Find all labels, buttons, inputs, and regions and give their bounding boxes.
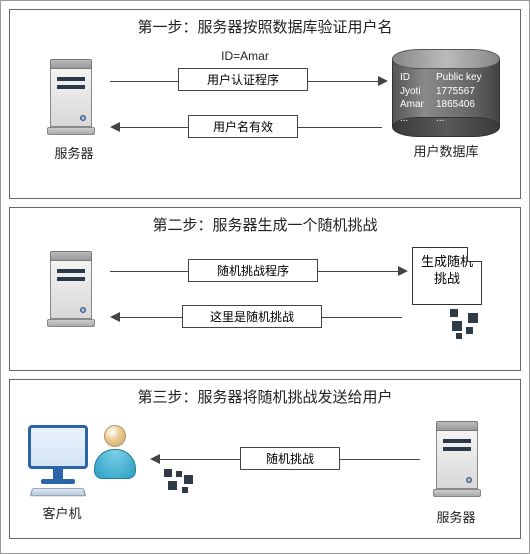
database-icon: IDPublic key Jyoti1775567 Amar1865406 ..… xyxy=(392,49,500,137)
step3-title: 第三步：服务器将随机挑战发送给用户 xyxy=(10,380,520,411)
diagram-canvas: 第一步：服务器按照数据库验证用户名 服务器 IDPublic key Jyoti… xyxy=(0,0,530,554)
arrow-label-challenge: 随机挑战 xyxy=(240,447,340,470)
db-table: IDPublic key Jyoti1775567 Amar1865406 ..… xyxy=(400,71,496,125)
document-icon: 生成随机挑战 xyxy=(412,247,482,305)
arrow-label-auth: 用户认证程序 xyxy=(178,68,308,91)
user-icon xyxy=(94,425,136,483)
server-icon xyxy=(50,59,92,137)
arrow-label-valid: 用户名有效 xyxy=(188,115,298,138)
arrowhead-icon xyxy=(398,266,408,276)
db-label: 用户数据库 xyxy=(386,141,506,160)
server-icon xyxy=(50,251,92,329)
pixel-icon xyxy=(450,309,480,339)
arrowhead-icon xyxy=(378,76,388,86)
server-label: 服务器 xyxy=(416,507,496,526)
panel-step3: 第三步：服务器将随机挑战发送给用户 客户机 xyxy=(9,379,521,539)
panel-step1: 第一步：服务器按照数据库验证用户名 服务器 IDPublic key Jyoti… xyxy=(9,9,521,199)
step3-body: 客户机 服务器 随机挑战 xyxy=(10,411,520,539)
pixel-icon xyxy=(164,469,194,499)
arrow-label-challenge-prog: 随机挑战程序 xyxy=(188,259,318,282)
panel-step2: 第二步：服务器生成一个随机挑战 生成随机挑战 xyxy=(9,207,521,371)
arrowhead-icon xyxy=(110,312,120,322)
client-pc-icon xyxy=(28,425,88,497)
doc-text: 生成随机挑战 xyxy=(413,248,481,294)
client-label: 客户机 xyxy=(32,503,92,522)
step2-title: 第二步：服务器生成一个随机挑战 xyxy=(10,208,520,239)
step1-body: 服务器 IDPublic key Jyoti1775567 Amar186540… xyxy=(10,41,520,199)
server-label: 服务器 xyxy=(34,143,114,162)
arrow-id-label: ID=Amar xyxy=(190,49,300,63)
step1-title: 第一步：服务器按照数据库验证用户名 xyxy=(10,10,520,41)
arrowhead-icon xyxy=(150,454,160,464)
arrow-label-here-challenge: 这里是随机挑战 xyxy=(182,305,322,328)
arrowhead-icon xyxy=(110,122,120,132)
step2-body: 生成随机挑战 随机挑战程序 这里是随机挑战 xyxy=(10,239,520,371)
server-icon xyxy=(436,421,478,499)
